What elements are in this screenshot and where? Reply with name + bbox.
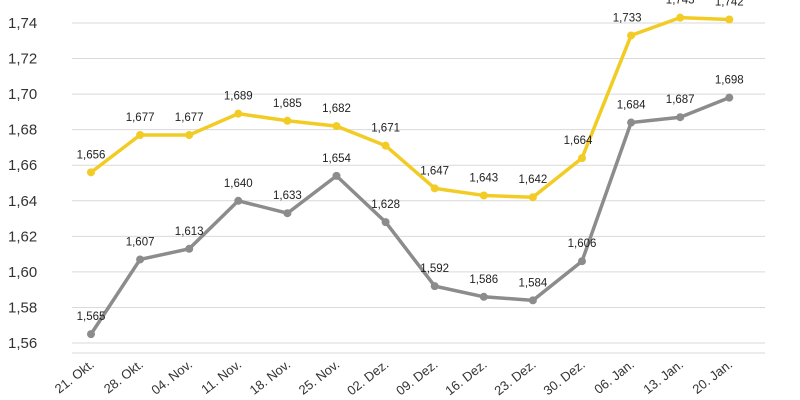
data-label-yellow: 1,682 xyxy=(322,103,351,115)
y-tick-label: 1,66 xyxy=(8,157,37,174)
data-point-yellow xyxy=(479,191,488,200)
data-label-gray: 1,684 xyxy=(617,100,646,112)
data-point-yellow xyxy=(430,184,439,193)
data-point-gray xyxy=(283,209,292,218)
data-label-yellow: 1,677 xyxy=(175,112,204,124)
data-label-yellow: 1,671 xyxy=(371,123,400,135)
data-label-yellow: 1,647 xyxy=(420,165,449,177)
series-line-gray xyxy=(89,95,732,336)
data-point-gray xyxy=(479,292,488,301)
data-point-gray xyxy=(627,118,636,127)
data-point-yellow xyxy=(283,116,292,125)
data-label-gray: 1,640 xyxy=(224,178,253,190)
y-tick-label: 1,74 xyxy=(8,15,37,32)
data-point-gray xyxy=(332,171,341,180)
x-tick-label: 16. Dez. xyxy=(442,357,489,399)
data-point-yellow xyxy=(234,109,243,118)
data-point-yellow xyxy=(528,193,537,202)
data-point-gray xyxy=(234,196,243,205)
x-tick-label: 28. Okt. xyxy=(101,357,146,397)
x-tick-label: 04. Nov. xyxy=(148,357,195,398)
x-tick-label: 30. Dez. xyxy=(540,357,587,399)
y-axis-ticks: 1,56 1,58 1,60 1,62 1,64 1,66 1,68 1,70 1,72 1,74 xyxy=(8,15,37,352)
gridlines xyxy=(72,22,765,354)
data-labels: 1,656 1,677 1,677 1,689 1,685 1,682 1,671 1,647… xyxy=(77,0,744,323)
data-label-gray: 1,613 xyxy=(175,226,204,238)
data-point-yellow xyxy=(87,168,95,177)
data-label-gray: 1,633 xyxy=(273,190,302,202)
data-label-yellow: 1,677 xyxy=(126,112,155,124)
data-point-gray xyxy=(381,218,390,227)
data-label-yellow: 1,685 xyxy=(273,98,302,110)
data-point-yellow xyxy=(725,15,734,24)
data-label-gray: 1,628 xyxy=(371,199,400,211)
data-label-yellow: 1,743 xyxy=(666,0,695,7)
data-label-gray: 1,565 xyxy=(77,311,106,323)
data-label-yellow: 1,742 xyxy=(715,0,744,8)
data-point-yellow xyxy=(578,154,586,163)
data-label-yellow: 1,642 xyxy=(519,174,548,186)
data-label-yellow: 1,656 xyxy=(77,149,106,161)
y-tick-label: 1,58 xyxy=(8,299,37,316)
x-tick-label: 11. Nov. xyxy=(198,357,244,397)
y-tick-label: 1,62 xyxy=(8,228,37,245)
data-label-yellow: 1,733 xyxy=(613,12,642,24)
x-tick-label: 13. Jan. xyxy=(640,357,686,397)
x-tick-label: 18. Nov. xyxy=(247,357,294,398)
y-tick-label: 1,68 xyxy=(8,122,37,139)
y-tick-label: 1,56 xyxy=(8,335,37,352)
data-point-yellow xyxy=(627,31,636,40)
data-point-yellow xyxy=(676,13,685,22)
x-tick-label: 06. Jan. xyxy=(591,357,637,397)
data-point-gray xyxy=(578,257,586,266)
y-tick-label: 1,60 xyxy=(8,264,37,281)
data-label-yellow: 1,643 xyxy=(469,172,498,184)
data-label-gray: 1,606 xyxy=(568,238,597,250)
data-label-gray: 1,654 xyxy=(322,153,351,165)
data-label-gray: 1,687 xyxy=(666,94,695,106)
data-point-gray xyxy=(528,296,537,305)
y-tick-label: 1,70 xyxy=(8,86,37,103)
x-axis-ticks: 21. Okt. 28. Okt. 04. Nov. 11. Nov. 18. Nov.… xyxy=(52,357,735,399)
x-tick-label: 23. Dez. xyxy=(491,357,538,399)
data-point-yellow xyxy=(381,141,390,150)
data-label-gray: 1,584 xyxy=(519,277,548,289)
data-label-yellow: 1,689 xyxy=(224,91,253,103)
x-tick-label: 21. Okt. xyxy=(52,357,97,397)
data-point-gray xyxy=(87,330,95,339)
data-point-gray xyxy=(676,113,685,122)
data-point-gray xyxy=(430,282,439,291)
data-label-yellow: 1,664 xyxy=(564,135,593,147)
series xyxy=(87,13,734,339)
data-point-yellow xyxy=(332,122,341,131)
x-tick-label: 09. Dez. xyxy=(393,357,440,399)
series-line-yellow xyxy=(89,15,732,199)
data-point-yellow xyxy=(136,131,145,139)
data-point-gray xyxy=(136,255,145,264)
data-label-gray: 1,592 xyxy=(420,263,449,275)
y-tick-label: 1,72 xyxy=(8,51,37,68)
data-point-gray xyxy=(725,93,734,102)
x-tick-label: 20. Jan. xyxy=(689,357,735,397)
x-tick-label: 02. Dez. xyxy=(344,357,391,399)
y-tick-label: 1,64 xyxy=(8,193,37,210)
data-point-yellow xyxy=(185,131,194,139)
x-tick-label: 25. Nov. xyxy=(296,357,343,398)
data-label-gray: 1,698 xyxy=(715,75,744,87)
data-label-gray: 1,607 xyxy=(126,236,155,248)
data-point-gray xyxy=(185,244,194,253)
data-label-gray: 1,586 xyxy=(469,274,498,286)
